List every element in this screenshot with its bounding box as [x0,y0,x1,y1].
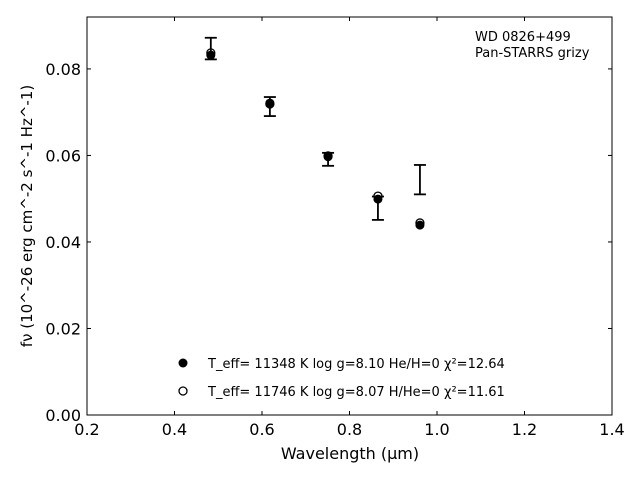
model-point-open [373,191,383,201]
y-tick-label: 0.08 [45,60,81,79]
model-point-open [415,218,425,228]
x-tick-label: 0.8 [337,420,362,439]
legend-label-open: T_eff= 11746 K log g=8.07 H/He=0 χ²=11.6… [207,385,505,400]
annotation-line-2: Pan-STARRS grizy [475,46,590,61]
annotation-line-1: WD 0826+499 [475,30,571,45]
x-tick-label: 1.4 [599,420,624,439]
x-tick-label: 1.2 [512,420,537,439]
y-tick-label: 0.02 [45,319,81,338]
x-tick-label: 0.2 [74,420,99,439]
legend: T_eff= 11348 K log g=8.10 He/H=0 χ²=12.6… [178,357,505,400]
x-axis-label: Wavelength (μm) [281,444,419,463]
plot-frame [86,16,613,416]
legend-marker-filled [178,358,188,368]
model-point-filled [373,194,383,204]
model-point-open [323,151,333,161]
error-bar [413,164,426,196]
model-point-open [206,48,216,58]
model-point-open [265,99,275,109]
x-tick-label: 0.4 [162,420,187,439]
x-tick-label: 0.6 [249,420,274,439]
y-tick-label: 0.04 [45,233,81,252]
model-point-filled [415,220,425,230]
legend-label-filled: T_eff= 11348 K log g=8.10 He/H=0 χ²=12.6… [207,357,505,372]
y-tick-label: 0.06 [45,146,81,165]
x-tick-label: 1.0 [424,420,449,439]
y-tick-label: 0.00 [45,406,81,425]
model-point-filled [206,50,216,60]
y-axis-label: fν (10^-26 erg cm^-2 s^-1 Hz^-1) [18,85,36,347]
legend-marker-open [178,386,188,396]
